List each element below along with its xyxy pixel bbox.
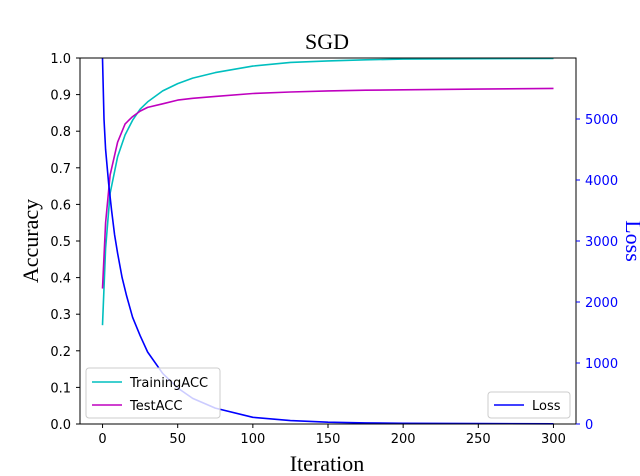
left-y-axis-ticks: 0.0 0.1 0.2 0.3 0.4 0.5 0.6 0.7 0.8 0.9 1.0: [50, 52, 80, 433]
x-axis-ticks: 0 50 100 150 200 250 300: [98, 424, 566, 447]
series-line-trainingacc: [101, 57, 554, 326]
right-y-tick-label: 5000: [585, 113, 618, 128]
left-y-tick-label: 0.2: [50, 345, 71, 360]
x-tick-label: 100: [240, 432, 265, 447]
right-y-tick-label: 3000: [585, 235, 618, 250]
series-line-loss: [101, 57, 554, 425]
x-tick-label: 150: [316, 432, 341, 447]
x-axis-label: Iteration: [290, 451, 365, 476]
left-y-tick-label: 0.4: [50, 272, 71, 287]
legend-label-trainingacc: TrainingACC: [129, 376, 208, 391]
left-y-tick-label: 0.8: [50, 125, 71, 140]
left-y-tick-label: 0.7: [50, 162, 71, 177]
x-tick-label: 250: [466, 432, 491, 447]
x-tick-label: 0: [98, 432, 106, 447]
right-y-axis-label: Loss: [621, 220, 640, 262]
left-y-tick-label: 0.1: [50, 381, 71, 396]
left-y-axis-label: Accuracy: [18, 199, 43, 283]
legend-label-testacc: TestACC: [129, 399, 182, 414]
right-y-tick-label: 1000: [585, 357, 618, 372]
left-legend: TrainingACC TestACC: [85, 367, 221, 419]
left-y-tick-label: 1.0: [50, 52, 71, 67]
chart-title: SGD: [305, 29, 349, 54]
x-tick-label: 300: [541, 432, 566, 447]
right-legend: Loss: [487, 391, 571, 419]
right-y-tick-label: 2000: [585, 296, 618, 311]
left-y-tick-label: 0.0: [50, 418, 71, 433]
left-y-tick-label: 0.5: [50, 235, 71, 250]
right-y-tick-label: 0: [585, 418, 593, 433]
legend-label-loss: Loss: [532, 399, 561, 414]
series-line-testacc: [101, 87, 554, 289]
left-y-tick-label: 0.6: [50, 198, 71, 213]
left-y-tick-label: 0.3: [50, 308, 71, 323]
right-y-axis-ticks: 0 1000 2000 3000 4000 5000: [576, 113, 618, 433]
right-legend-box: [487, 391, 571, 419]
x-tick-label: 50: [169, 432, 186, 447]
x-tick-label: 200: [391, 432, 416, 447]
plot-lines: [101, 57, 554, 425]
right-y-tick-label: 4000: [585, 174, 618, 189]
left-y-tick-label: 0.9: [50, 89, 71, 104]
